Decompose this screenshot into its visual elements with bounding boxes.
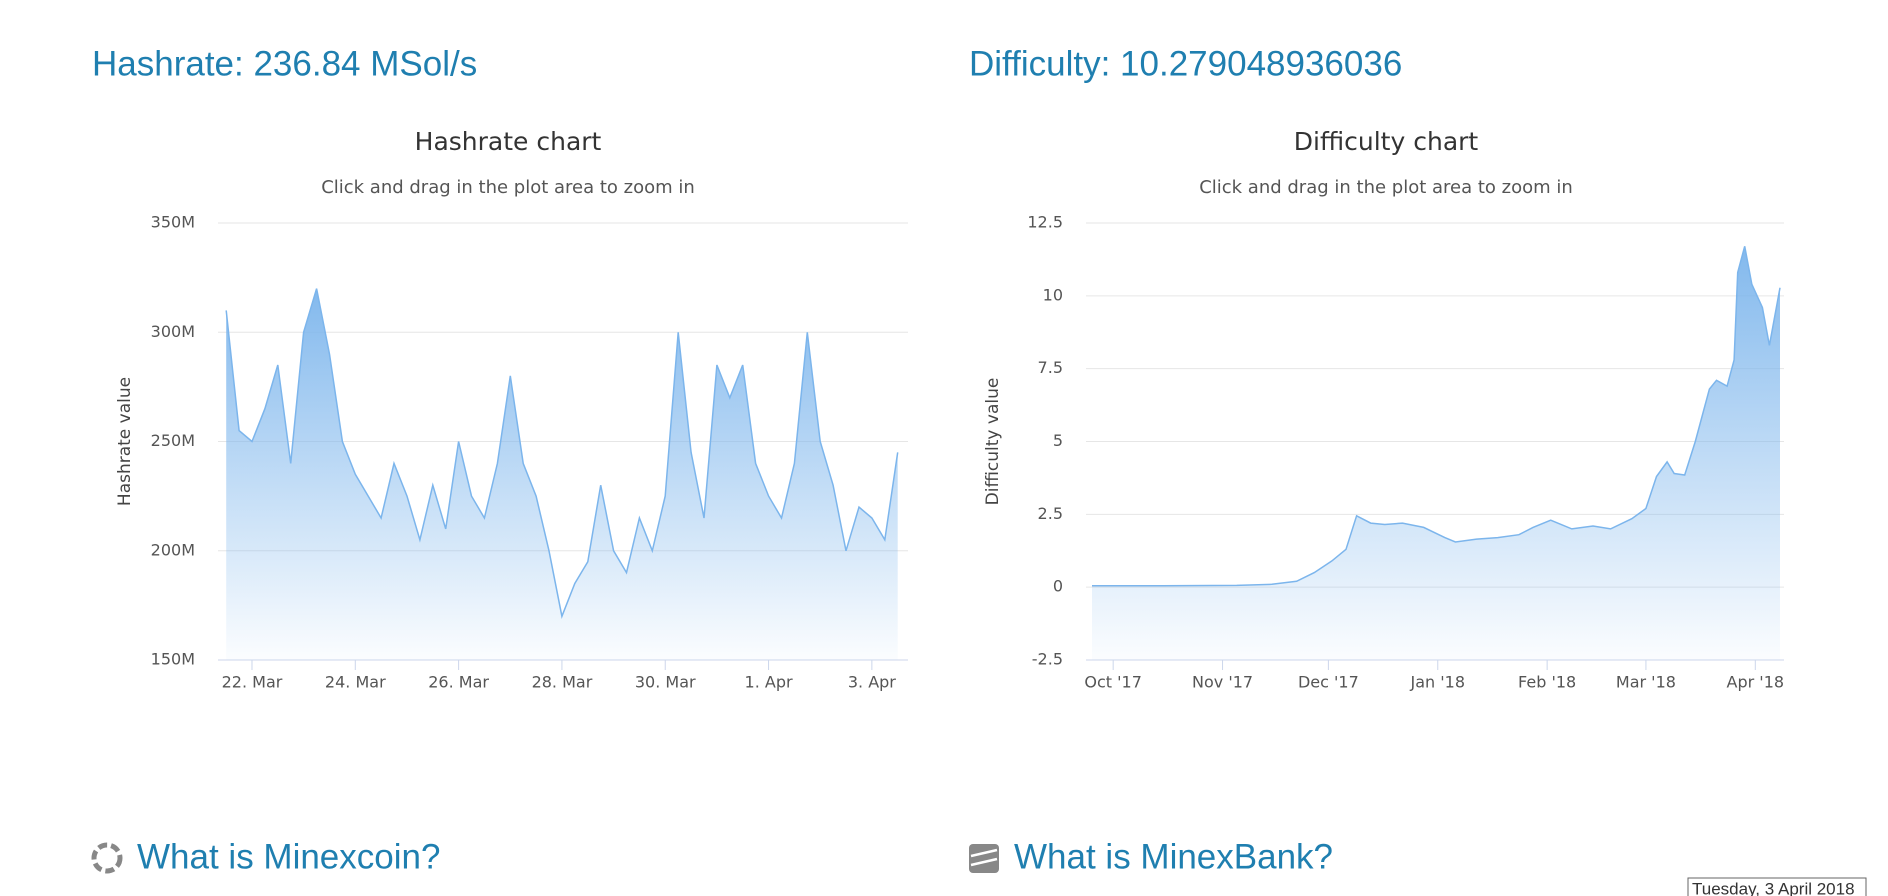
y-tick-label: 7.5: [1038, 358, 1063, 377]
y-tick-label: 200M: [151, 540, 195, 559]
x-tick-label: Dec '17: [1298, 673, 1359, 692]
x-tick-label: Nov '17: [1192, 673, 1253, 692]
series-line: [1092, 246, 1781, 587]
x-tick-label: 28. Mar: [532, 673, 593, 692]
x-tick-label: 1. Apr: [745, 673, 793, 692]
minexcoin-icon: [91, 842, 123, 874]
difficulty-heading: Difficulty: 10.279048936036: [969, 44, 1402, 83]
x-tick-label: 30. Mar: [635, 673, 696, 692]
section-heading[interactable]: What is MinexBank?: [1014, 837, 1333, 876]
x-tick-label: 3. Apr: [848, 673, 896, 692]
x-tick-label: Oct '17: [1084, 673, 1142, 692]
y-tick-label: -2.5: [1032, 650, 1063, 669]
area-fill: [226, 288, 898, 660]
y-tick-label: 2.5: [1038, 504, 1063, 523]
y-axis-label: Hashrate value: [115, 377, 135, 506]
x-tick-label: Feb '18: [1518, 673, 1576, 692]
x-tick-label: 24. Mar: [325, 673, 386, 692]
chart-subtitle: Click and drag in the plot area to zoom …: [321, 177, 695, 198]
section-heading[interactable]: What is Minexcoin?: [137, 837, 440, 876]
y-axis-label: Difficulty value: [983, 378, 1003, 506]
hashrate-heading: Hashrate: 236.84 MSol/s: [92, 44, 477, 83]
x-tick-label: 26. Mar: [428, 673, 489, 692]
y-tick-label: 250M: [151, 431, 195, 450]
tooltip-box: [1687, 877, 1867, 896]
chart-title: Difficulty chart: [1294, 127, 1479, 156]
x-tick-label: Apr '18: [1727, 673, 1785, 692]
series-line: [225, 288, 899, 619]
y-tick-label: 12.5: [1027, 213, 1063, 232]
y-tick-label: 300M: [151, 322, 195, 341]
minexbank-icon: [969, 844, 999, 873]
y-tick-label: 5: [1053, 431, 1063, 450]
chart-subtitle: Click and drag in the plot area to zoom …: [1199, 177, 1573, 198]
y-tick-label: 0: [1053, 577, 1063, 596]
y-tick-label: 150M: [151, 650, 195, 669]
tooltip-text: Tuesday, 3 April 2018: [1692, 879, 1855, 896]
x-tick-label: Mar '18: [1616, 673, 1676, 692]
area-fill: [1092, 246, 1780, 661]
x-tick-label: Jan '18: [1410, 673, 1466, 692]
chart-title: Hashrate chart: [415, 127, 602, 156]
y-tick-label: 10: [1043, 285, 1063, 304]
y-tick-label: 350M: [151, 213, 195, 232]
x-tick-label: 22. Mar: [222, 673, 283, 692]
